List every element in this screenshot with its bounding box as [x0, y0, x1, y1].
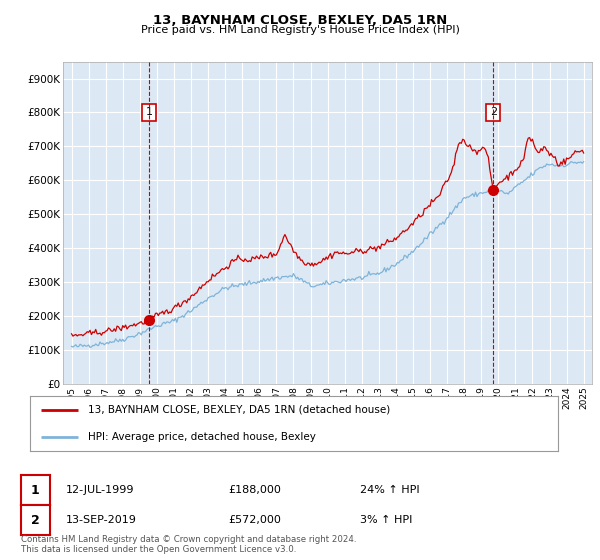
Text: 3% ↑ HPI: 3% ↑ HPI — [360, 515, 412, 525]
Text: This data is licensed under the Open Government Licence v3.0.: This data is licensed under the Open Gov… — [21, 545, 296, 554]
Text: Price paid vs. HM Land Registry's House Price Index (HPI): Price paid vs. HM Land Registry's House … — [140, 25, 460, 35]
Text: HPI: Average price, detached house, Bexley: HPI: Average price, detached house, Bexl… — [88, 432, 316, 442]
Text: 24% ↑ HPI: 24% ↑ HPI — [360, 485, 419, 495]
Text: 13-SEP-2019: 13-SEP-2019 — [66, 515, 137, 525]
Text: £188,000: £188,000 — [228, 485, 281, 495]
Text: 12-JUL-1999: 12-JUL-1999 — [66, 485, 134, 495]
Text: 1: 1 — [31, 483, 40, 497]
Text: £572,000: £572,000 — [228, 515, 281, 525]
Text: 13, BAYNHAM CLOSE, BEXLEY, DA5 1RN: 13, BAYNHAM CLOSE, BEXLEY, DA5 1RN — [153, 14, 447, 27]
Text: 2: 2 — [490, 108, 497, 118]
Text: 1: 1 — [145, 108, 152, 118]
Text: 13, BAYNHAM CLOSE, BEXLEY, DA5 1RN (detached house): 13, BAYNHAM CLOSE, BEXLEY, DA5 1RN (deta… — [88, 405, 391, 414]
Text: 2: 2 — [31, 514, 40, 526]
Text: Contains HM Land Registry data © Crown copyright and database right 2024.: Contains HM Land Registry data © Crown c… — [21, 535, 356, 544]
